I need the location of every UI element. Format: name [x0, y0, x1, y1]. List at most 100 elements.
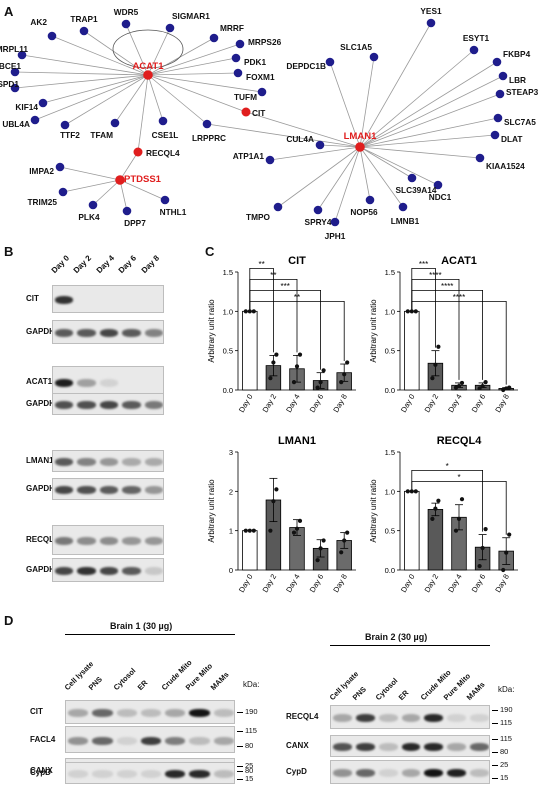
network-edge: [206, 123, 361, 148]
data-point: [243, 528, 248, 533]
y-tick-label: 0: [229, 566, 233, 575]
network-edge: [359, 146, 481, 159]
network-node-label: WDR5: [114, 7, 139, 17]
network-connector-node: [241, 107, 251, 117]
network-node: [10, 83, 20, 93]
network-node-label: KIF14: [15, 102, 38, 112]
significance-label: **: [270, 271, 276, 280]
network-node-label: YES1: [420, 6, 442, 16]
data-point: [480, 383, 485, 389]
blot-strip: [52, 320, 164, 344]
network-edge: [359, 117, 499, 148]
y-tick-label: 0.0: [385, 386, 395, 395]
network-edge: [64, 74, 149, 126]
data-point: [271, 499, 276, 504]
marker-tick: [492, 739, 498, 741]
network-node: [498, 71, 508, 81]
panel-label-a: A: [4, 4, 14, 19]
network-edge: [137, 74, 149, 153]
marker-label: 190: [245, 707, 258, 716]
lane-header: MAMs: [208, 670, 231, 692]
blot-band: [424, 769, 444, 777]
significance-label: ****: [441, 282, 453, 291]
data-point: [436, 344, 441, 349]
network-node: [55, 162, 65, 172]
network-node-label: ESYT1: [463, 33, 490, 43]
marker-label: 15: [245, 773, 254, 783]
blot-row-label: GAPDH: [26, 327, 55, 336]
blot-band: [144, 329, 163, 337]
blot-strip: [52, 366, 164, 398]
network-node-label: KIAA1524: [486, 161, 525, 171]
lane-header: MAMs: [464, 680, 487, 702]
network-node-label: NOP56: [350, 207, 378, 217]
network-node: [493, 113, 503, 123]
significance-label: ****: [429, 271, 441, 280]
marker-label: 115: [500, 718, 512, 727]
blot-band: [355, 714, 375, 722]
data-point: [507, 532, 512, 537]
network-edge: [14, 74, 149, 89]
network-node: [10, 67, 20, 77]
network-edge: [359, 146, 371, 201]
network-node: [365, 195, 375, 205]
marker-label: 25: [245, 761, 254, 771]
data-point: [271, 360, 276, 365]
data-point: [501, 567, 506, 573]
blot-row-label: FACL4: [30, 734, 56, 744]
marker-tick: [237, 746, 243, 748]
blot-row-label: ACAT1: [26, 377, 53, 386]
network-edge: [359, 146, 413, 179]
blot-band: [165, 709, 186, 717]
network-node: [492, 57, 502, 67]
blot-row-label: CANX: [286, 741, 309, 750]
network-edge: [147, 74, 164, 122]
network-edge: [319, 144, 361, 148]
data-point: [268, 528, 273, 533]
blot-band: [213, 770, 234, 778]
network-node-label: PLK4: [78, 212, 100, 222]
blot-row-label: CIT: [26, 294, 39, 303]
kda-label: kDa:: [243, 680, 260, 689]
network-node-label: AK2: [30, 17, 47, 27]
marker-tick: [492, 723, 498, 724]
y-tick-label: 0.5: [223, 347, 233, 356]
data-point: [507, 385, 512, 390]
y-tick-label: 0.5: [385, 527, 395, 536]
network-edge: [21, 54, 149, 76]
data-point: [413, 489, 418, 494]
blot-band: [355, 743, 375, 751]
y-tick-label: 2: [229, 487, 233, 496]
data-point: [413, 309, 418, 314]
network-edge: [359, 49, 475, 148]
network-node: [469, 45, 479, 55]
blot-band: [77, 537, 96, 545]
western-blot-panel-b: Day 0 Day 2 Day 4 Day 6 Day 8 CIT GAPDH ACAT1 GA…: [0, 0, 200, 600]
blot-band: [333, 714, 352, 722]
blot-band: [144, 537, 163, 545]
network-node-label: TRIM25: [27, 197, 57, 207]
data-point: [321, 368, 326, 373]
kda-label: kDa:: [498, 685, 515, 694]
marker-tick: [237, 766, 243, 768]
data-point: [339, 550, 344, 555]
blot-band: [470, 769, 489, 777]
blot-band: [401, 769, 421, 777]
lane-header: PNS: [86, 674, 105, 692]
blot-strip: [52, 285, 164, 313]
network-node: [58, 187, 68, 197]
network-node-label: SLC39A14: [395, 185, 436, 195]
network-node: [17, 50, 27, 60]
network-node: [315, 140, 325, 150]
blot-band: [55, 296, 74, 304]
lane-header: ER: [396, 688, 410, 702]
network-node: [407, 173, 417, 183]
network-node-label: MRPS26: [248, 37, 282, 47]
significance-label: *: [446, 462, 449, 471]
network-node: [160, 195, 170, 205]
data-point: [477, 386, 482, 391]
network-hub-node: [143, 70, 153, 80]
chart-title: RECQL4: [437, 435, 483, 447]
data-point: [315, 385, 320, 390]
y-tick-label: 1.0: [385, 307, 395, 316]
